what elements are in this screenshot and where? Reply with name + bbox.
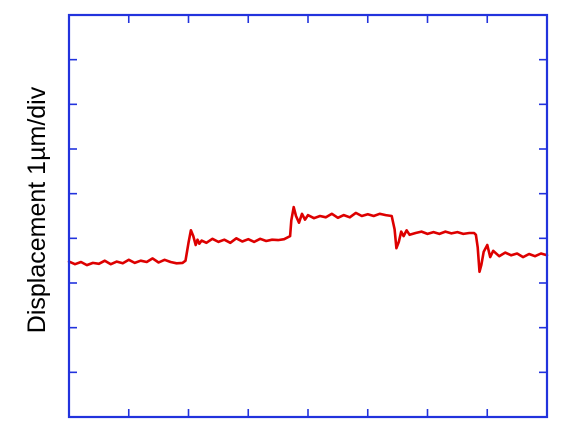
y-axis-label: Displacement 1µm/div xyxy=(23,86,51,333)
displacement-line xyxy=(67,205,549,274)
tick-marks xyxy=(69,15,547,417)
plot-frame xyxy=(67,13,549,419)
